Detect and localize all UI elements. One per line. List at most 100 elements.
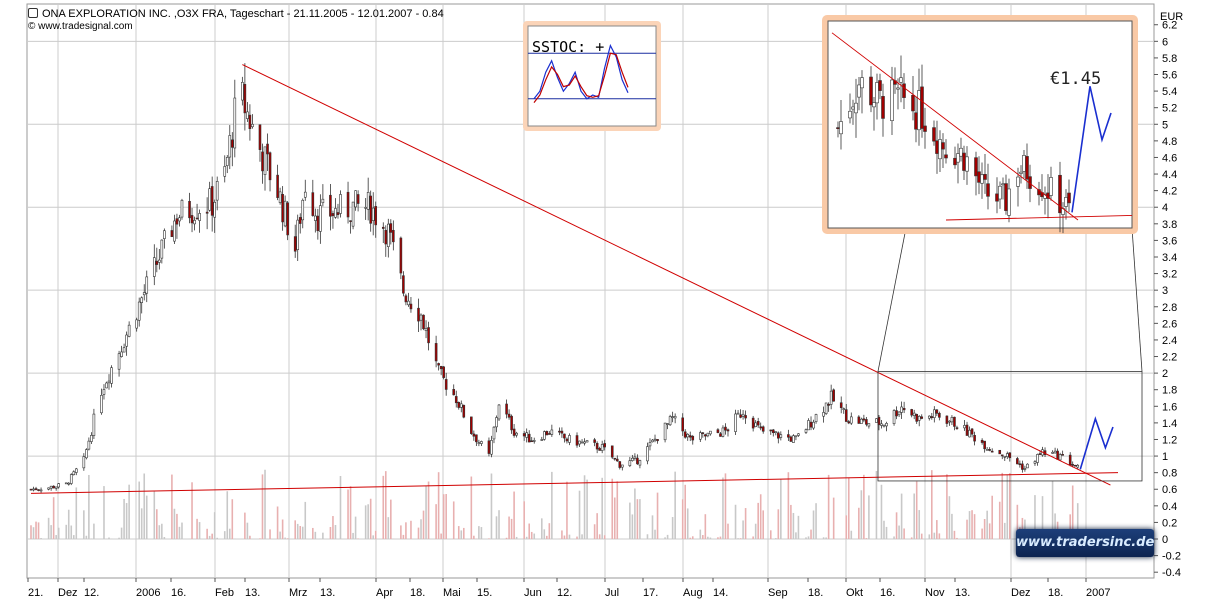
sstoc-inset: SSTOC: + — [523, 21, 661, 131]
candle-body — [339, 194, 342, 214]
zoom-connector — [877, 227, 907, 372]
candle-body — [862, 418, 866, 421]
y-tick-label: 0.8 — [1162, 468, 1177, 480]
candle-body — [407, 300, 410, 306]
candle-body — [158, 259, 161, 263]
trendline — [242, 64, 1111, 486]
candle-body — [47, 487, 50, 490]
candle-body — [477, 442, 481, 444]
candle-body — [885, 423, 888, 427]
candle-body — [105, 382, 108, 389]
zoom-candle-body — [938, 139, 942, 160]
candle-body — [52, 485, 55, 489]
x-tick-label: 13. — [320, 587, 335, 599]
zoom-candle-body — [1022, 155, 1026, 172]
candle-body — [540, 439, 544, 441]
candle-body — [1038, 453, 1042, 455]
x-tick-label: 18. — [410, 587, 425, 599]
zoom-candle-body — [1025, 156, 1029, 180]
candle-body — [704, 434, 707, 437]
candle-body — [701, 432, 705, 434]
candle-body — [985, 449, 989, 451]
zoom-candle-body — [854, 102, 858, 114]
candle-body — [122, 347, 126, 353]
x-tick-label: 18. — [808, 587, 823, 599]
x-tick-label: 12. — [84, 587, 99, 599]
candle-body — [721, 427, 725, 437]
candle-body — [824, 402, 828, 414]
candle-body — [298, 217, 302, 224]
candle-body — [688, 435, 692, 438]
candle-body — [268, 152, 272, 181]
price-axis: -0.4 -0.2 0 0.2 0.4 0.6 0.8 1 1.2 1.4 1.6 1.8 2 2.2 2.… — [1154, 11, 1183, 579]
candle-body — [142, 292, 146, 296]
candle-body — [364, 207, 367, 209]
candle-body — [439, 366, 443, 370]
candle-body — [827, 403, 830, 406]
candle-body — [527, 433, 531, 443]
candle-body — [137, 301, 141, 321]
y-tick-label: 1.4 — [1162, 418, 1177, 430]
candle-body — [457, 402, 461, 408]
candle-body — [74, 468, 78, 473]
candle-body — [920, 416, 924, 419]
candle-body — [709, 430, 712, 435]
candle-body — [301, 199, 305, 221]
x-tick-label: Mai — [443, 587, 461, 599]
candle-body — [515, 432, 518, 436]
candle-body — [568, 435, 571, 443]
candle-body — [983, 440, 986, 450]
candle-body — [208, 188, 211, 211]
candle-body — [437, 363, 440, 366]
zoom-candle-body — [902, 83, 906, 98]
candle-body — [286, 202, 289, 236]
zoom-candle-body — [878, 80, 882, 91]
candle-body — [1016, 458, 1019, 465]
zoom-candle-body — [965, 156, 969, 172]
zoom-candle-body — [872, 102, 876, 108]
zoom-candle-body — [1019, 171, 1023, 174]
candle-body — [223, 166, 227, 177]
candle-body — [930, 416, 934, 419]
zoom-candle-body — [956, 153, 960, 163]
zoom-candle-body — [896, 87, 900, 90]
candle-body — [1073, 464, 1077, 467]
zoom-candle-body — [974, 157, 978, 177]
candle-body — [543, 431, 546, 440]
x-tick-label: 17. — [643, 587, 658, 599]
candle-body — [422, 314, 425, 330]
candle-body — [278, 191, 282, 203]
candle-body — [865, 419, 868, 425]
candle-body — [968, 429, 971, 438]
zoom-trendline — [831, 32, 1079, 221]
candle-body — [387, 223, 390, 247]
y-tick-label: 4 — [1162, 202, 1168, 214]
candle-body — [671, 416, 674, 418]
candle-body — [804, 429, 808, 433]
x-tick-label: Dez — [1011, 587, 1031, 599]
candle-body — [953, 416, 956, 427]
y-tick-label: 2.8 — [1162, 302, 1177, 314]
zoom-candle-body — [983, 174, 987, 180]
zoom-region — [877, 371, 1143, 482]
candle-body — [902, 408, 906, 411]
candle-body — [915, 414, 919, 422]
candle-body — [472, 433, 476, 437]
candle-body — [736, 412, 740, 415]
candle-body — [195, 217, 199, 220]
candle-body — [34, 488, 38, 491]
candle-body — [228, 135, 232, 158]
candle-body — [593, 439, 596, 443]
candle-body — [892, 410, 896, 424]
candle-body — [490, 440, 493, 455]
candle-body — [618, 461, 622, 468]
candle-body — [356, 194, 360, 204]
zoom-candle-body — [1007, 188, 1011, 216]
trendline — [30, 472, 1119, 494]
candle-body — [135, 319, 138, 329]
x-tick-label: Okt — [846, 587, 863, 599]
zoom-candle-body — [944, 154, 948, 159]
candle-body — [145, 276, 149, 294]
candle-body — [374, 206, 378, 226]
candle-body — [314, 215, 317, 221]
